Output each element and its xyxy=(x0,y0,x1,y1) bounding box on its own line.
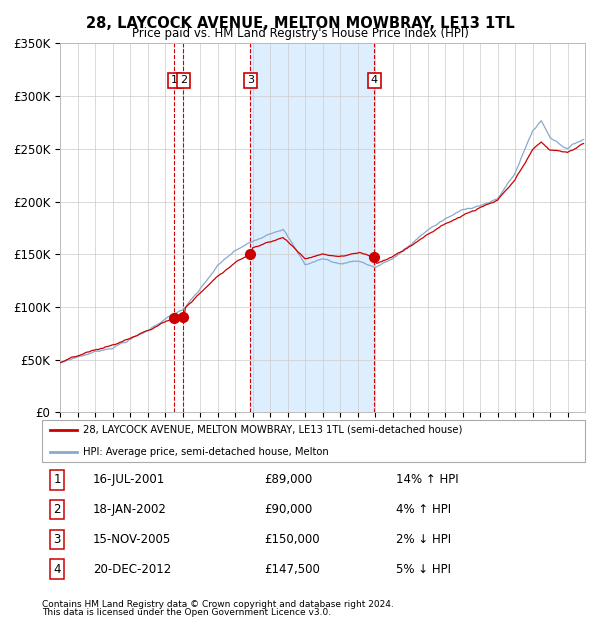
Text: 4: 4 xyxy=(53,563,61,575)
Text: 18-JAN-2002: 18-JAN-2002 xyxy=(93,503,167,516)
Text: HPI: Average price, semi-detached house, Melton: HPI: Average price, semi-detached house,… xyxy=(83,447,328,457)
Text: 1: 1 xyxy=(53,474,61,486)
Text: Contains HM Land Registry data © Crown copyright and database right 2024.: Contains HM Land Registry data © Crown c… xyxy=(42,600,394,609)
Text: 2: 2 xyxy=(53,503,61,516)
Text: 3: 3 xyxy=(53,533,61,546)
Text: 2: 2 xyxy=(180,75,187,86)
Bar xyxy=(250,43,374,412)
Text: £147,500: £147,500 xyxy=(264,563,320,575)
Text: £90,000: £90,000 xyxy=(264,503,312,516)
Text: 16-JUL-2001: 16-JUL-2001 xyxy=(93,474,165,486)
Text: £150,000: £150,000 xyxy=(264,533,320,546)
Text: 28, LAYCOCK AVENUE, MELTON MOWBRAY, LE13 1TL: 28, LAYCOCK AVENUE, MELTON MOWBRAY, LE13… xyxy=(86,16,514,30)
Text: 28, LAYCOCK AVENUE, MELTON MOWBRAY, LE13 1TL (semi-detached house): 28, LAYCOCK AVENUE, MELTON MOWBRAY, LE13… xyxy=(83,425,462,435)
Text: 4: 4 xyxy=(371,75,378,86)
Text: £89,000: £89,000 xyxy=(264,474,312,486)
Text: 2% ↓ HPI: 2% ↓ HPI xyxy=(396,533,451,546)
Text: 3: 3 xyxy=(247,75,254,86)
Text: This data is licensed under the Open Government Licence v3.0.: This data is licensed under the Open Gov… xyxy=(42,608,331,617)
Text: Price paid vs. HM Land Registry's House Price Index (HPI): Price paid vs. HM Land Registry's House … xyxy=(131,27,469,40)
Text: 14% ↑ HPI: 14% ↑ HPI xyxy=(396,474,458,486)
Text: 4% ↑ HPI: 4% ↑ HPI xyxy=(396,503,451,516)
Text: 1: 1 xyxy=(171,75,178,86)
Text: 20-DEC-2012: 20-DEC-2012 xyxy=(93,563,171,575)
Text: 15-NOV-2005: 15-NOV-2005 xyxy=(93,533,171,546)
Text: 5% ↓ HPI: 5% ↓ HPI xyxy=(396,563,451,575)
